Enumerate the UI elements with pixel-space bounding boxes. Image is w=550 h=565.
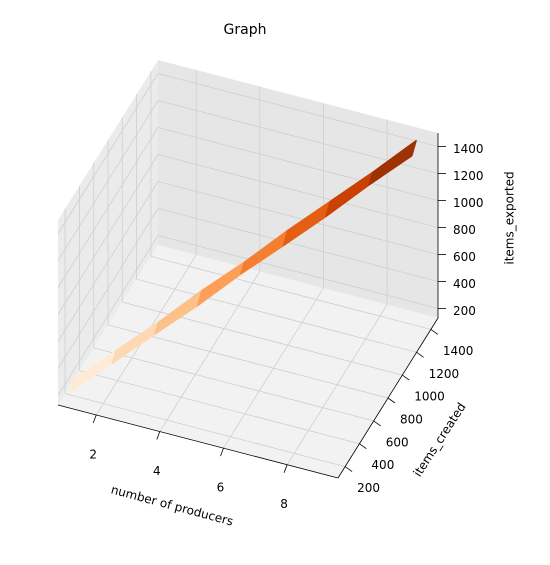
x-tick-label: 2 <box>89 447 97 461</box>
z-tick-label: 200 <box>453 304 476 318</box>
grid-line <box>157 154 439 228</box>
tick-mark <box>283 464 288 473</box>
grid-line <box>136 278 417 353</box>
grid-line <box>157 181 439 255</box>
grid-line <box>157 208 439 282</box>
grid-line <box>57 235 159 396</box>
tick-mark <box>220 447 224 457</box>
z-tick-label: 1200 <box>453 169 484 183</box>
chart-title: Graph <box>224 22 267 38</box>
grid-line <box>157 235 439 309</box>
tick-mark <box>92 414 97 424</box>
tick-mark <box>156 431 161 440</box>
grid-line <box>57 181 159 342</box>
grid-line <box>57 100 159 261</box>
z-axis-label: items_exported <box>503 171 517 264</box>
grid-line <box>150 256 432 330</box>
grid-line <box>157 127 439 201</box>
tick-mark <box>430 329 439 335</box>
surface-patch <box>368 139 417 186</box>
y-tick-label: 400 <box>371 458 394 472</box>
tick-mark <box>359 443 367 450</box>
z-tick-label: 600 <box>453 250 476 264</box>
grid-line <box>93 347 374 422</box>
y-tick-label: 200 <box>357 481 380 495</box>
z-tick-label: 400 <box>453 277 476 291</box>
grid-line <box>57 208 159 369</box>
y-tick-label: 800 <box>400 413 423 427</box>
tick-mark <box>416 351 424 358</box>
z-tick-label: 800 <box>453 223 476 237</box>
z-tick-label: 1400 <box>453 142 484 156</box>
x-tick-label: 6 <box>217 481 225 495</box>
grid-line <box>64 393 346 467</box>
y-tick-label: 1400 <box>443 344 474 358</box>
z-tick-label: 1000 <box>453 196 484 210</box>
tick-mark <box>344 466 353 472</box>
y-tick-label: 1200 <box>429 367 460 381</box>
tick-mark <box>402 374 410 381</box>
x-tick-label: 4 <box>153 464 161 478</box>
grid-line <box>157 73 439 147</box>
tick-mark <box>387 397 396 404</box>
x-tick-label: 8 <box>280 497 288 511</box>
y-tick-label: 600 <box>386 435 409 449</box>
grid-line <box>57 73 159 234</box>
grid-line <box>57 127 159 288</box>
grid-line <box>79 370 360 445</box>
grid-line <box>57 154 159 315</box>
axis-line <box>57 404 339 479</box>
tick-mark <box>373 420 381 427</box>
y-tick-label: 1000 <box>414 390 445 404</box>
grid-line <box>107 324 389 399</box>
